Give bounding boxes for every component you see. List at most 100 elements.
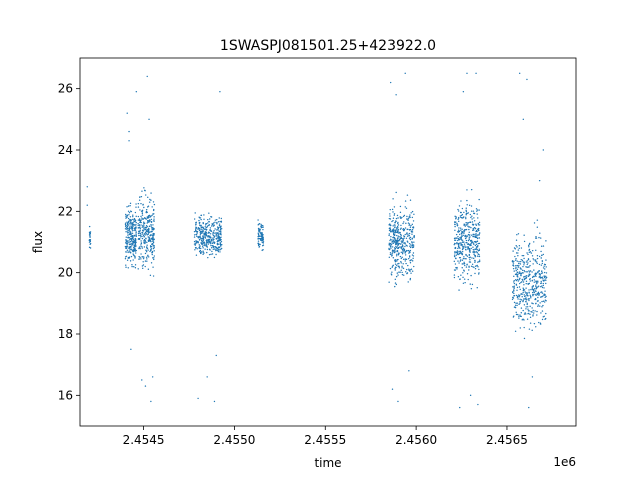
data-point xyxy=(461,207,464,210)
data-point xyxy=(388,281,390,283)
data-point xyxy=(544,279,546,281)
data-point xyxy=(138,258,140,260)
data-point xyxy=(463,231,465,233)
data-point xyxy=(408,229,411,231)
data-point xyxy=(410,272,412,274)
data-point xyxy=(144,239,146,242)
data-point xyxy=(125,217,127,219)
data-point xyxy=(464,234,467,237)
data-point xyxy=(399,237,402,240)
data-point xyxy=(215,237,217,240)
data-point xyxy=(262,249,264,251)
data-point xyxy=(207,256,209,259)
data-point xyxy=(137,202,140,205)
data-point xyxy=(465,216,467,218)
data-point xyxy=(148,231,150,233)
data-point xyxy=(460,242,462,244)
data-point xyxy=(199,249,202,252)
data-point xyxy=(400,227,402,229)
data-point xyxy=(124,225,127,228)
data-point xyxy=(86,186,88,188)
data-point xyxy=(129,251,132,253)
data-point xyxy=(218,243,220,245)
data-point xyxy=(149,234,152,237)
data-point xyxy=(219,226,221,228)
data-point xyxy=(137,215,140,218)
data-point xyxy=(388,243,391,246)
data-point xyxy=(522,291,524,294)
data-point xyxy=(453,242,456,245)
data-point xyxy=(545,275,547,278)
data-point xyxy=(408,255,411,257)
data-point xyxy=(466,72,468,75)
data-point xyxy=(540,280,542,283)
data-point xyxy=(466,222,468,224)
data-point xyxy=(145,250,148,253)
data-point xyxy=(464,245,466,247)
data-point xyxy=(457,210,460,212)
data-point xyxy=(132,254,135,256)
data-point xyxy=(529,270,532,272)
data-point xyxy=(201,228,203,231)
data-point xyxy=(515,252,518,254)
data-point xyxy=(129,220,131,222)
data-point xyxy=(128,229,131,231)
data-point xyxy=(409,236,412,239)
data-point xyxy=(127,246,129,248)
data-point xyxy=(149,245,152,247)
data-point xyxy=(461,213,464,216)
data-point xyxy=(542,253,545,256)
data-point xyxy=(394,243,397,246)
data-point xyxy=(141,217,143,219)
data-point xyxy=(392,217,395,219)
data-point xyxy=(407,233,409,235)
data-point xyxy=(212,248,214,250)
data-point xyxy=(533,293,535,296)
data-point xyxy=(146,244,148,246)
data-point xyxy=(521,296,523,298)
data-point xyxy=(529,251,532,253)
data-point xyxy=(470,210,473,212)
data-point xyxy=(522,318,524,320)
data-point xyxy=(124,222,127,224)
data-point xyxy=(135,231,137,234)
data-point xyxy=(518,286,521,288)
data-point xyxy=(459,406,461,409)
data-point xyxy=(407,217,410,219)
data-point xyxy=(132,238,135,241)
data-point xyxy=(395,241,397,243)
data-point xyxy=(404,245,406,248)
data-point xyxy=(198,221,201,224)
data-point xyxy=(138,255,140,258)
data-point xyxy=(522,287,524,289)
data-point xyxy=(397,246,400,249)
data-point xyxy=(261,236,264,238)
data-point xyxy=(139,220,142,222)
data-point xyxy=(454,239,456,241)
data-point xyxy=(89,243,91,245)
data-point xyxy=(211,253,214,255)
data-point xyxy=(125,246,127,249)
data-point xyxy=(134,267,137,269)
data-point xyxy=(391,252,394,254)
data-point xyxy=(544,290,546,292)
data-point xyxy=(407,264,409,267)
data-point xyxy=(131,222,133,224)
data-point xyxy=(534,272,537,275)
data-point xyxy=(528,249,530,251)
data-point xyxy=(125,247,128,250)
data-point xyxy=(129,247,131,249)
data-point xyxy=(409,246,412,249)
data-point xyxy=(86,204,88,206)
data-point xyxy=(143,187,145,189)
data-point xyxy=(128,256,131,258)
data-point xyxy=(541,272,544,274)
data-point xyxy=(537,296,539,299)
data-point xyxy=(522,265,524,268)
data-point xyxy=(208,241,210,244)
data-point xyxy=(262,239,265,241)
data-point xyxy=(467,223,469,225)
data-point xyxy=(138,247,140,250)
data-point xyxy=(533,290,535,292)
data-point xyxy=(397,263,399,265)
